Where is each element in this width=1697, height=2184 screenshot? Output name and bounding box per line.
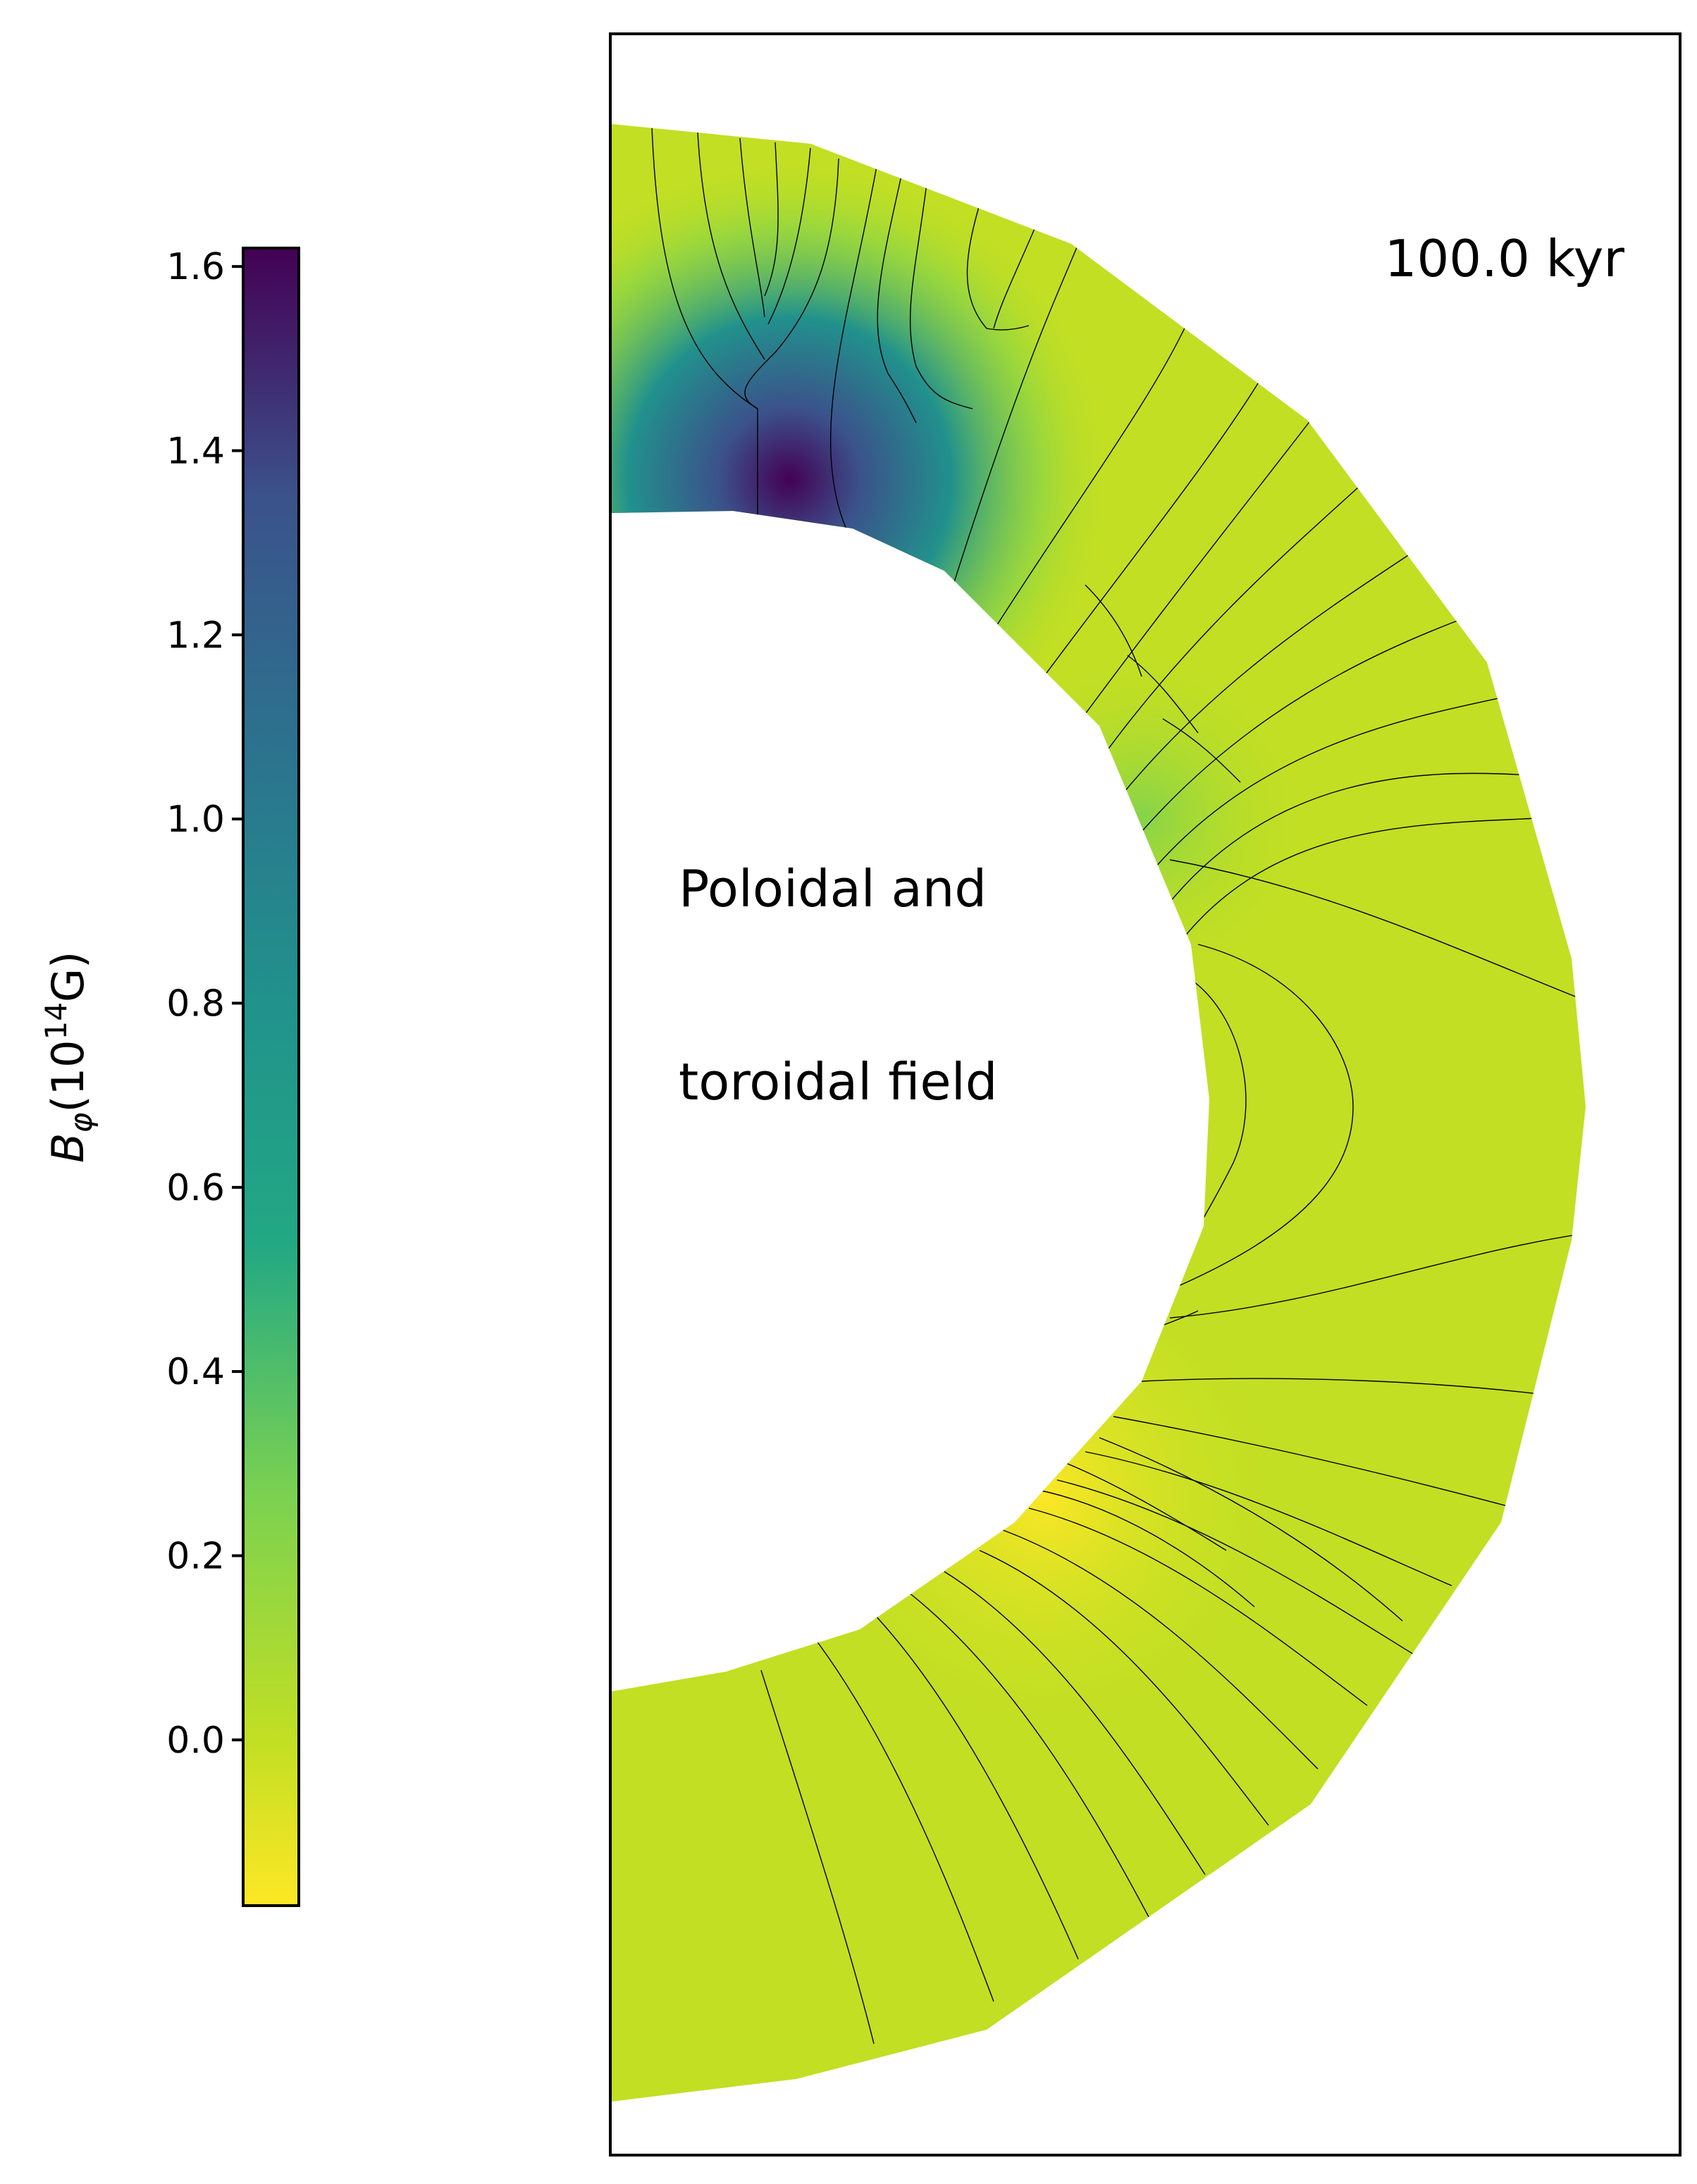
colorbar-tick-label: 1.4 (166, 430, 225, 472)
heatmap-peak-region (612, 124, 1586, 2102)
field-line (764, 142, 779, 297)
field-line (697, 132, 765, 360)
field-line (1099, 1437, 1403, 1622)
field-line (1028, 1507, 1368, 1706)
field-line (944, 1571, 1206, 1875)
colorbar-tick-label: 0.0 (166, 1720, 225, 1762)
field-line (1070, 419, 1312, 734)
field-lines (651, 126, 1586, 2044)
colorbar-tick-label: 0.2 (166, 1535, 225, 1577)
colorbar-ticks: 0.0 0.2 0.4 0.6 0.8 1.0 1.2 1.4 1.6 (166, 246, 243, 1762)
field-line (873, 1613, 1079, 1960)
field-line (1169, 944, 1354, 1290)
colorbar-label-symbol: B (42, 1133, 94, 1164)
field-line (1169, 1233, 1586, 1319)
colorbar-gradient (242, 247, 300, 1907)
field-line (986, 314, 1192, 642)
colorbar-label-unit-pre: (10 (42, 1040, 94, 1113)
colorbar-label-subscript: φ (63, 1113, 99, 1133)
colorbar-label: Bφ(1014G) (39, 951, 99, 1163)
field-line (1085, 1451, 1452, 1586)
field-line (993, 225, 1037, 329)
field-line (744, 158, 839, 409)
colorbar-tick-label: 1.2 (166, 615, 225, 657)
field-line (909, 183, 973, 409)
field-line (1169, 772, 1530, 903)
field-line (979, 1550, 1269, 1826)
colorbar-label-exponent: 14 (39, 1002, 73, 1039)
field-line (1141, 619, 1460, 832)
colorbar-tick-label: 0.6 (166, 1167, 225, 1209)
field-line (1183, 817, 1551, 938)
time-label: 100.0 kyr (1385, 229, 1625, 288)
colorbar-tick-label: 1.6 (166, 246, 225, 288)
field-line (1120, 549, 1417, 797)
field-line (1099, 479, 1368, 762)
field-line (767, 147, 811, 325)
colorbar-tick-label: 1.0 (166, 798, 225, 841)
field-line (908, 1592, 1149, 1918)
field-line (1141, 1378, 1551, 1396)
field-line (1021, 1486, 1255, 1608)
field-line (1113, 1416, 1516, 1509)
field-line (1169, 859, 1586, 1001)
colorbar: 0.0 0.2 0.4 0.6 0.8 1.0 1.2 1.4 1.6 Bφ(1014G) (39, 246, 300, 1907)
field-line (760, 1670, 875, 2044)
field-line (817, 1641, 994, 2002)
field-line (1127, 655, 1199, 734)
colorbar-tick-label: 0.8 (166, 982, 225, 1025)
field-line (966, 204, 1030, 331)
field-line (877, 172, 917, 424)
colorbar-label-unit-post: G) (42, 951, 94, 1002)
annotation-line-2: toroidal field (679, 1052, 997, 1111)
field-line (1000, 1529, 1319, 1770)
field-line (1035, 377, 1262, 688)
plot-frame (609, 32, 1681, 2157)
colorbar-tick-label: 0.4 (166, 1351, 225, 1393)
field-line (1155, 697, 1502, 868)
field-line (1056, 1479, 1417, 1657)
annotation-line-1: Poloidal and (679, 859, 987, 918)
field-line (739, 137, 765, 318)
field-line (651, 126, 758, 536)
field-line (944, 243, 1079, 614)
field-line (1162, 718, 1241, 783)
heatmap-annulus (612, 124, 1586, 2102)
